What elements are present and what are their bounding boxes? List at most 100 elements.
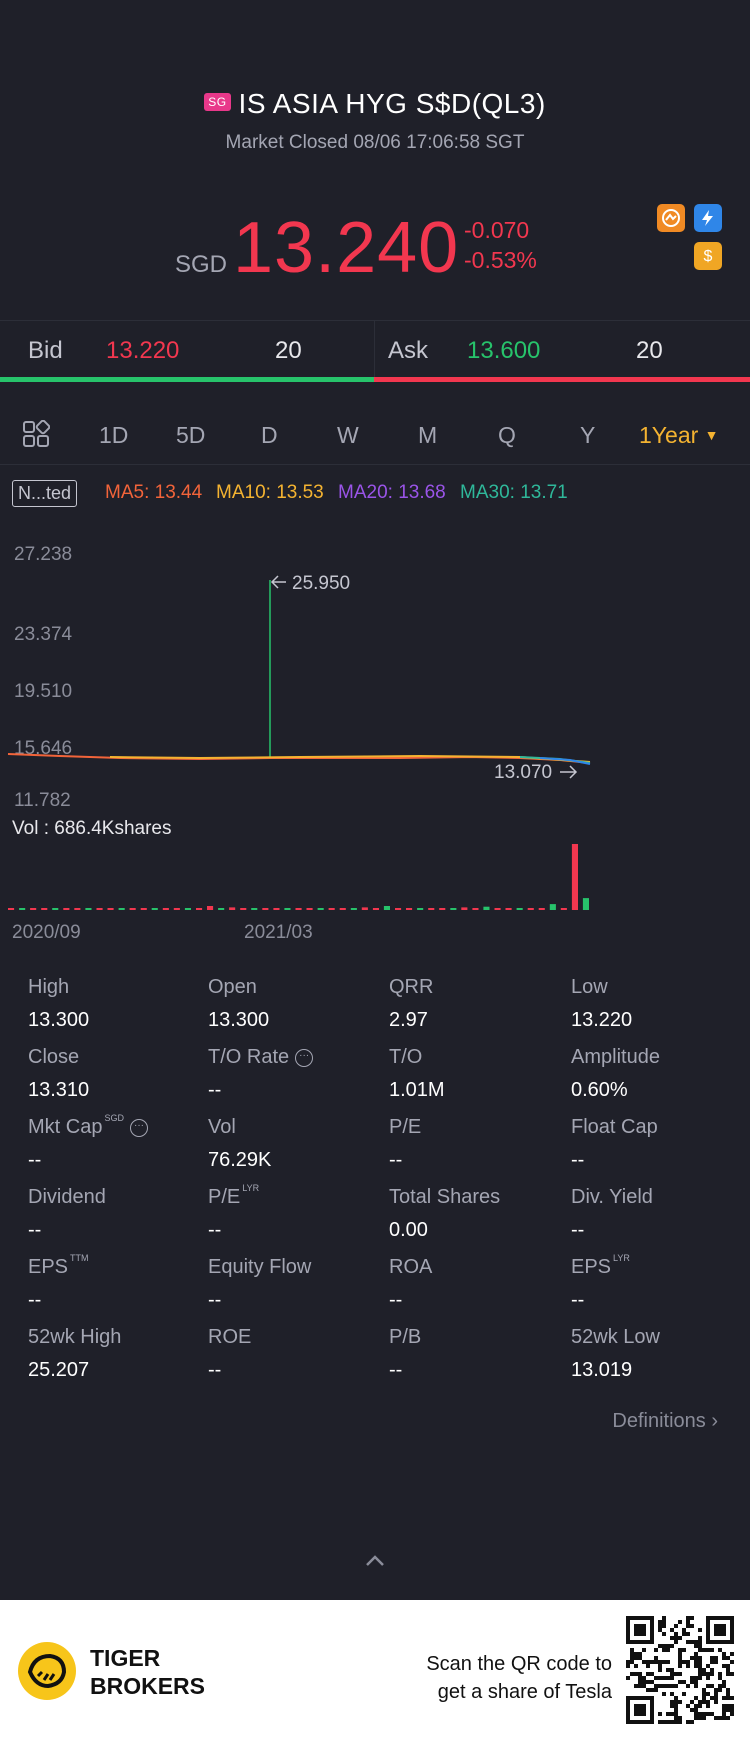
qr-module (658, 1712, 662, 1716)
tab-year[interactable]: Y (580, 422, 596, 448)
qr-module (666, 1712, 670, 1716)
volume-bar (118, 908, 125, 910)
qr-module (722, 1712, 726, 1716)
qr-module (730, 1708, 734, 1712)
qr-module (658, 1664, 662, 1668)
qr-module (698, 1668, 702, 1672)
tab-month[interactable]: M (418, 422, 438, 448)
qr-module (670, 1704, 674, 1708)
tab-day[interactable]: D (261, 422, 278, 448)
chevron-down-icon: ▼ (704, 427, 719, 443)
stat-label: ROE (208, 1326, 252, 1348)
qr-module (678, 1720, 682, 1724)
volume-bar (251, 908, 258, 910)
stat-label: Amplitude (571, 1046, 660, 1068)
price-chart[interactable]: 27.238 23.374 19.510 15.646 11.782 25.95… (0, 520, 750, 950)
qr-module (674, 1720, 678, 1724)
volume-bar (582, 898, 589, 910)
volume-bar (107, 908, 114, 910)
qr-module (706, 1692, 710, 1696)
y-tick: 19.510 (14, 681, 72, 702)
stat-cell: Vol 76.29K (208, 1116, 388, 1172)
dollar-icon[interactable]: $ (694, 242, 722, 270)
flash-icon[interactable] (694, 204, 722, 232)
volume-bar (74, 908, 81, 910)
qr-module (698, 1644, 702, 1648)
qr-module (690, 1720, 694, 1724)
volume-bar (295, 908, 302, 910)
chart-layout-icon[interactable] (22, 419, 51, 454)
collapse-chevron-up-icon[interactable] (0, 1548, 750, 1574)
stat-value: -- (28, 1219, 42, 1241)
qr-module (686, 1620, 690, 1624)
qr-module (662, 1720, 666, 1724)
stat-cell: T/O 1.01M (389, 1046, 569, 1102)
qr-module (626, 1660, 630, 1664)
qr-module (650, 1660, 654, 1664)
qr-module (650, 1672, 654, 1676)
qr-module (670, 1672, 674, 1676)
qr-module (654, 1648, 658, 1652)
volume-bars (8, 844, 589, 910)
qr-module (714, 1696, 718, 1700)
qr-module (730, 1672, 734, 1676)
tab-quarter[interactable]: Q (498, 422, 516, 448)
tab-1d[interactable]: 1D (99, 422, 129, 448)
qr-module (686, 1664, 690, 1668)
qr-module (662, 1620, 666, 1624)
stat-cell: EPS LYR -- (571, 1253, 750, 1312)
stat-cell: Close 13.310 (28, 1046, 208, 1102)
stat-label: P/B (389, 1326, 422, 1348)
volume-bar (184, 908, 191, 910)
y-tick: 23.374 (14, 624, 73, 645)
qr-module (678, 1700, 682, 1704)
qr-module (674, 1716, 678, 1720)
volume-bar (417, 908, 424, 910)
qr-module (638, 1676, 642, 1680)
stat-superscript: LYR (613, 1253, 630, 1263)
qr-module (662, 1624, 666, 1628)
volume-bar (571, 844, 578, 910)
volume-bar (494, 908, 501, 910)
stat-value: -- (389, 1149, 403, 1171)
qr-module (678, 1716, 682, 1720)
price-change-percent: -0.53% (464, 247, 537, 273)
qr-module (726, 1708, 730, 1712)
qr-module (698, 1636, 702, 1640)
stat-value: 0.00 (389, 1219, 428, 1241)
stat-cell: Mkt Cap SGD··· -- (28, 1113, 208, 1172)
tab-5d[interactable]: 5D (176, 422, 206, 448)
to-rate-info-icon[interactable]: ··· (295, 1048, 314, 1067)
qr-module (682, 1648, 686, 1652)
qr-module (674, 1684, 678, 1688)
volume-bar (538, 908, 545, 910)
qr-module (730, 1660, 734, 1664)
qr-module (674, 1704, 678, 1708)
qr-module (650, 1688, 654, 1692)
x-tick: 2021/03 (244, 922, 313, 943)
exchange-icon[interactable] (657, 204, 685, 232)
definitions-link[interactable]: Definitions › (612, 1410, 718, 1433)
qr-module (678, 1652, 682, 1656)
stat-label: Total Shares (389, 1186, 501, 1208)
qr-module (698, 1660, 702, 1664)
adjust-mode-button[interactable]: N...ted (12, 480, 78, 507)
qr-module (686, 1616, 690, 1620)
qr-module (678, 1680, 682, 1684)
qr-module (710, 1684, 714, 1688)
tab-week[interactable]: W (337, 422, 359, 448)
qr-module (674, 1632, 678, 1636)
qr-module (678, 1664, 682, 1668)
qr-module (702, 1692, 706, 1696)
mkt-cap-info-icon[interactable]: ··· (129, 1118, 148, 1137)
volume-bar (461, 907, 468, 910)
volume-bar (173, 908, 180, 910)
bid-label: Bid (28, 337, 63, 364)
stat-label: 52wk High (28, 1326, 122, 1348)
volume-bar (472, 908, 479, 910)
qr-code-icon[interactable] (626, 1616, 734, 1724)
qr-module (714, 1692, 718, 1696)
y-tick: 27.238 (14, 544, 72, 565)
tab-1year[interactable]: 1Year ▼ (639, 422, 719, 449)
qr-module (662, 1648, 666, 1652)
